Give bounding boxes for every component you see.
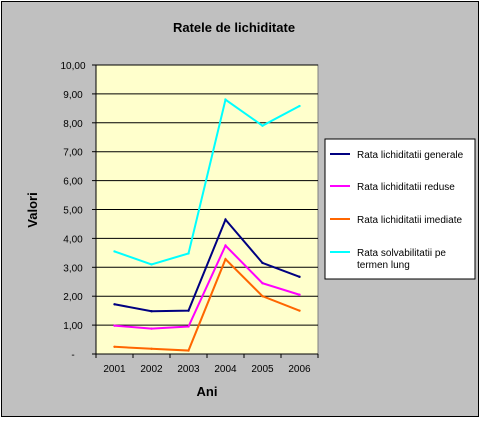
data-point <box>113 250 116 253</box>
data-point <box>298 309 301 312</box>
series-line-3 <box>114 257 300 352</box>
legend: Rata lichiditatii generale Rata lichidita… <box>330 150 464 271</box>
y-tick-label: 10,00 <box>60 61 85 72</box>
x-axis-ticks: 2001 2002 2003 2004 2005 2006 <box>95 354 319 375</box>
data-point <box>187 252 190 255</box>
data-point <box>261 295 264 298</box>
x-tick-label: 2005 <box>251 364 274 375</box>
x-axis-title: Ani <box>197 384 218 399</box>
legend-label: Rata lichiditatii imediate <box>357 215 462 226</box>
y-tick-label: 2,00 <box>63 292 83 303</box>
data-point <box>113 303 116 306</box>
data-point <box>224 258 227 261</box>
legend-label: Rata solvabilitatii pe <box>357 248 446 259</box>
y-tick-label: 6,00 <box>63 177 83 188</box>
data-point <box>187 309 190 312</box>
legend-label: Rata lichiditatii generale <box>357 150 464 161</box>
chart-title: Ratele de lichiditate <box>173 20 295 35</box>
data-point <box>113 324 116 327</box>
data-point <box>224 244 227 247</box>
data-point <box>224 98 227 101</box>
x-tick-label: 2006 <box>288 364 311 375</box>
series-line-4 <box>114 98 300 266</box>
data-point <box>187 349 190 352</box>
data-point <box>150 327 153 330</box>
y-axis-ticks: - 1,00 2,00 3,00 4,00 5,00 6,00 7,00 8,00 9,00 10,… <box>60 61 96 361</box>
x-tick-label: 2002 <box>140 364 163 375</box>
data-point <box>261 261 264 265</box>
y-axis-title: Valori <box>25 192 40 227</box>
x-tick-label: 2004 <box>214 364 237 375</box>
data-point <box>150 263 153 266</box>
series-lines <box>113 98 301 352</box>
data-point <box>261 281 264 285</box>
data-point <box>187 325 190 328</box>
x-tick-label: 2001 <box>103 364 126 375</box>
legend-box <box>324 138 476 280</box>
data-point <box>113 345 116 348</box>
y-tick-label: 7,00 <box>63 148 83 159</box>
series-line-2 <box>114 243 300 330</box>
y-tick-label: 4,00 <box>63 234 83 245</box>
y-tick-label: 5,00 <box>63 206 83 217</box>
data-point <box>224 218 227 221</box>
data-point <box>298 104 301 108</box>
data-point <box>150 347 153 350</box>
y-tick-label: 1,00 <box>63 321 83 332</box>
legend-label: termen lung <box>357 260 410 271</box>
y-tick-label: - <box>71 350 74 361</box>
legend-label: Rata lichiditatii reduse <box>357 182 455 193</box>
data-point <box>150 310 153 313</box>
series-line-1 <box>114 217 300 313</box>
y-tick-label: 9,00 <box>63 90 83 101</box>
data-point <box>298 293 301 296</box>
data-point <box>261 124 264 127</box>
y-tick-label: 8,00 <box>63 119 83 130</box>
data-point <box>298 275 301 279</box>
y-tick-label: 3,00 <box>63 263 83 274</box>
x-tick-label: 2003 <box>177 364 200 375</box>
